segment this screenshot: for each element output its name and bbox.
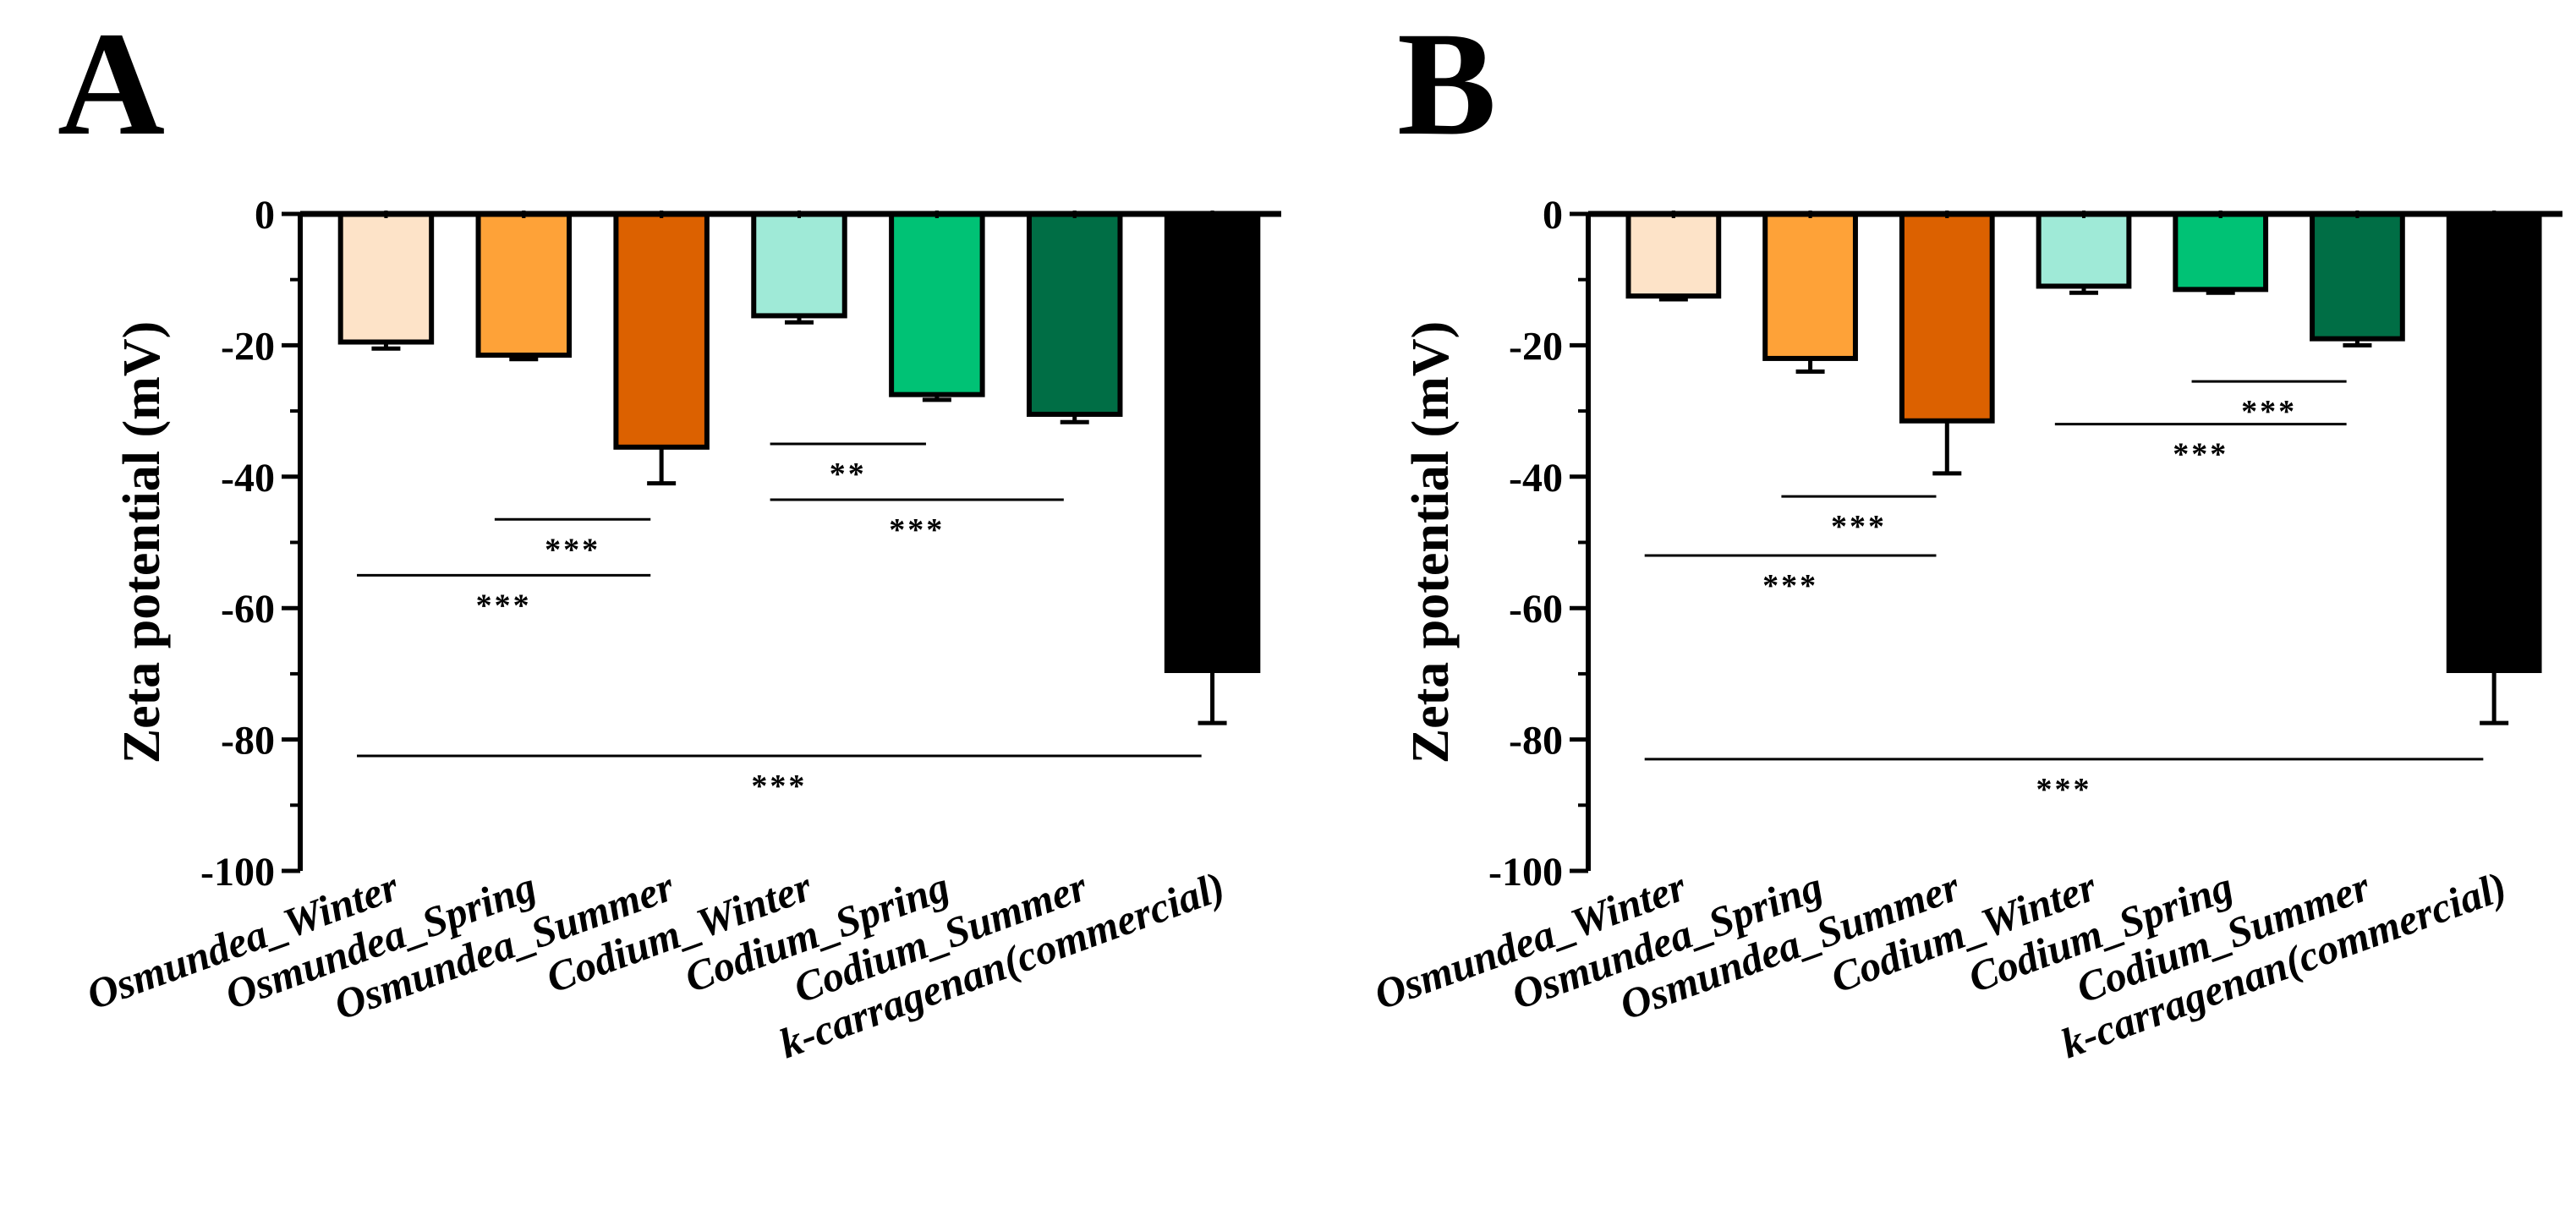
bar-osmundea-summer: [613, 211, 710, 450]
bar-codium-winter: [751, 211, 847, 319]
significance-label: ***: [545, 532, 600, 567]
bar-osmundea-spring: [475, 211, 573, 358]
bar-codium-spring: [2173, 211, 2269, 293]
bar-k-carragenan-commercial-: [1164, 211, 1261, 674]
y-tick-label: -40: [221, 456, 275, 501]
significance-label: ***: [1831, 509, 1887, 545]
y-tick-label: -100: [200, 850, 275, 895]
significance-label: ***: [2173, 437, 2228, 473]
significance-label: ***: [1762, 568, 1818, 604]
panel-letter: B: [1397, 2, 1496, 167]
bar-k-carragenan-commercial-: [2446, 211, 2542, 674]
significance-label: ***: [889, 512, 945, 548]
bar-codium-winter: [2036, 211, 2132, 289]
bar-codium-summer: [2310, 211, 2405, 342]
panel-letter: A: [58, 2, 165, 167]
y-tick-label: -80: [1509, 719, 1563, 764]
bar-codium-summer: [1026, 211, 1123, 417]
bar-osmundea-winter: [1625, 211, 1722, 299]
y-tick-label: -20: [1509, 324, 1563, 369]
bar-codium-spring: [889, 211, 985, 397]
bar-osmundea-winter: [337, 211, 435, 345]
significance-label: ***: [751, 769, 807, 804]
y-tick-label: -80: [221, 719, 275, 764]
y-tick-label: -100: [1488, 850, 1563, 895]
bar-osmundea-summer: [1899, 211, 1995, 424]
y-axis-title: Zeta potential (mV): [1402, 321, 1460, 764]
bar-osmundea-spring: [1762, 211, 1858, 361]
y-axis-title: Zeta potential (mV): [113, 321, 171, 764]
y-tick-label: -60: [221, 587, 275, 632]
significance-label: ***: [2036, 772, 2092, 807]
y-tick-label: -60: [1509, 587, 1563, 632]
y-tick-label: -20: [221, 324, 275, 369]
y-tick-label: -40: [1509, 456, 1563, 501]
y-tick-label: 0: [255, 193, 275, 238]
significance-label: ***: [476, 588, 532, 623]
y-tick-label: 0: [1543, 193, 1563, 238]
significance-label: **: [830, 457, 867, 492]
